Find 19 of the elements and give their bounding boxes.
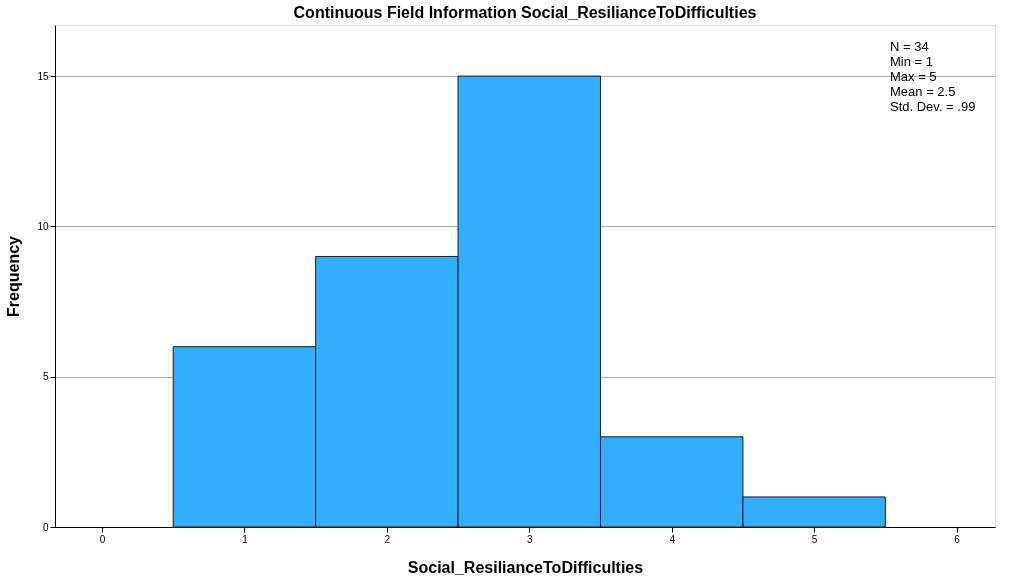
annotation: Std. Dev. = .99 [890, 98, 976, 114]
y-axis-title: Frequency [5, 235, 23, 317]
x-tick-label: 1 [242, 533, 249, 545]
x-tick-label: 2 [384, 533, 391, 545]
x-tick-label: 5 [811, 533, 818, 545]
chart-title: Continuous Field Information Social_ResilianceToDifficulties [293, 4, 757, 21]
y-tick-label: 5 [42, 371, 49, 383]
annotation: Max = 5 [890, 68, 937, 84]
annotation: N = 34 [890, 38, 929, 54]
annotation: Mean = 2.5 [890, 83, 956, 99]
y-tick-label: 0 [42, 521, 49, 533]
x-axis-title: Social_ResilianceToDifficulties [407, 558, 644, 576]
y-tick-label: 15 [37, 70, 49, 82]
x-tick-label: 3 [526, 533, 533, 545]
y-tick-label: 10 [37, 220, 49, 232]
x-tick-label: 0 [99, 533, 106, 545]
x-tick-label: 6 [954, 533, 961, 545]
annotation: Min = 1 [890, 53, 933, 69]
x-tick-label: 4 [669, 533, 676, 545]
